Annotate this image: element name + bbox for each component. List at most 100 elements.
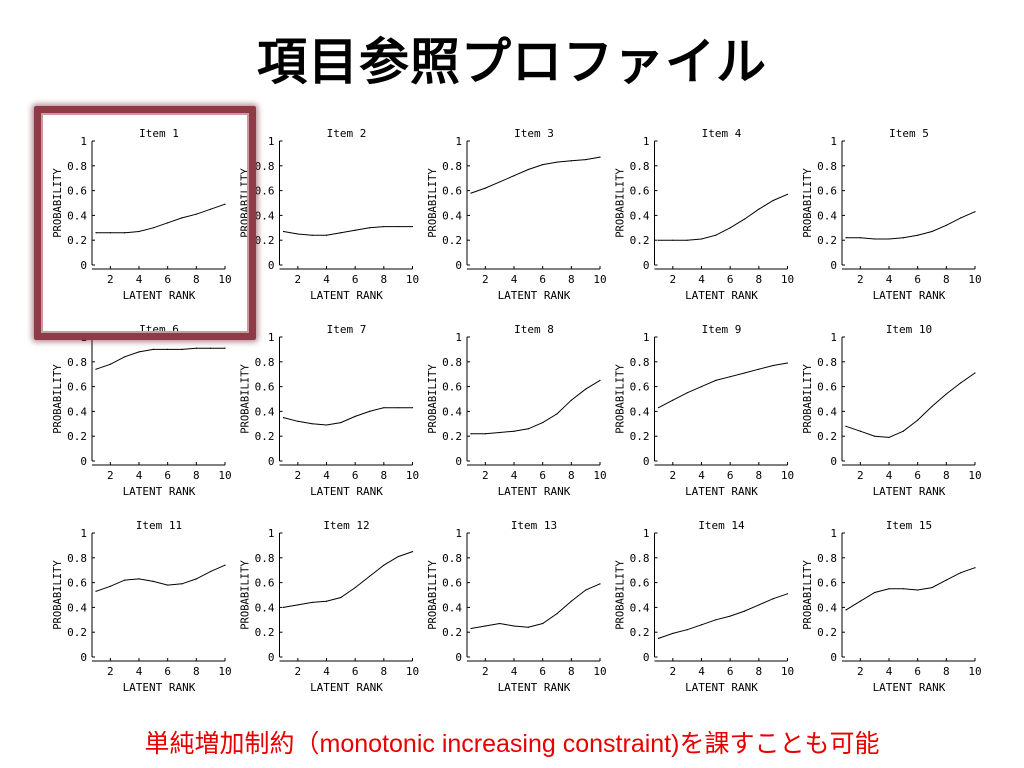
x-tick-label: 10 [781, 469, 794, 482]
y-axis-label: PROBABILITY [52, 168, 64, 238]
y-tick-label: 0 [268, 455, 275, 468]
chart-panel: Item 13 0 0.2 0.4 0.6 0.8 1 2 4 6 8 10 LATENT RANK PR… [427, 519, 607, 694]
data-point [181, 583, 183, 585]
x-tick-label: 6 [727, 469, 734, 482]
data-point [874, 591, 876, 594]
chart-panel: Item 12 0 0.2 0.4 0.6 0.8 1 2 4 6 8 10 LATENT RANK PR… [240, 519, 420, 694]
y-tick-label: 0.4 [442, 209, 462, 222]
chart-title: Item 5 [889, 127, 929, 140]
data-point [845, 425, 847, 427]
data-point [411, 551, 414, 553]
series-line [658, 593, 788, 639]
data-point [542, 421, 544, 424]
y-tick-label: 1 [830, 527, 837, 540]
data-point [585, 159, 587, 161]
x-tick-label: 4 [698, 273, 705, 286]
y-axis-label: PROBABILITY [52, 364, 64, 434]
y-tick-label: 1 [455, 331, 462, 344]
x-tick-label: 2 [295, 665, 302, 678]
chart-title: Item 15 [886, 519, 932, 532]
y-tick-label: 0.2 [255, 626, 275, 639]
data-point [513, 175, 515, 177]
data-point [729, 376, 731, 378]
data-point [311, 234, 313, 236]
x-tick-label: 10 [406, 469, 419, 482]
data-point [960, 217, 962, 219]
x-tick-label: 2 [107, 273, 114, 286]
y-tick-label: 0 [268, 651, 275, 664]
data-point [195, 347, 197, 349]
data-point [672, 239, 674, 241]
data-point [513, 430, 515, 432]
data-point [960, 572, 962, 574]
data-point [945, 579, 947, 581]
x-axis-label: LATENT RANK [123, 485, 196, 498]
data-point [859, 430, 861, 432]
data-point [527, 626, 529, 628]
data-point [484, 625, 486, 627]
y-tick-label: 0.6 [442, 381, 462, 394]
x-tick-label: 2 [107, 469, 114, 482]
x-tick-label: 4 [886, 469, 893, 482]
data-point [888, 588, 890, 590]
data-point [499, 431, 501, 434]
data-point [657, 637, 660, 640]
x-tick-label: 4 [886, 273, 893, 286]
y-tick-label: 0 [830, 259, 837, 272]
x-tick-label: 2 [107, 665, 114, 678]
y-tick-label: 1 [80, 135, 87, 148]
data-point [95, 232, 97, 234]
chart-title: Item 6 [139, 323, 179, 336]
y-tick-label: 1 [643, 331, 650, 344]
x-tick-label: 4 [698, 665, 705, 678]
y-tick-label: 0.8 [630, 356, 650, 369]
x-axis-label: LATENT RANK [873, 485, 946, 498]
y-tick-label: 0.6 [67, 381, 87, 394]
y-tick-label: 0.2 [817, 430, 837, 443]
y-tick-label: 0.4 [67, 601, 87, 614]
data-point [888, 436, 890, 439]
chart-title: Item 14 [698, 519, 745, 532]
y-tick-label: 0 [80, 259, 87, 272]
y-tick-label: 0.8 [255, 356, 275, 369]
data-point [397, 225, 399, 228]
y-tick-label: 0.4 [630, 601, 650, 614]
data-point [686, 629, 688, 631]
y-tick-label: 1 [830, 135, 837, 148]
data-point [499, 622, 501, 625]
data-point [585, 589, 587, 591]
data-point [917, 589, 919, 591]
data-point [95, 368, 97, 370]
x-tick-label: 8 [568, 665, 575, 678]
chart-title: Item 10 [886, 323, 932, 336]
data-point [311, 601, 313, 604]
y-tick-label: 0.2 [255, 234, 275, 247]
data-point [282, 417, 285, 419]
chart-panel: Item 14 0 0.2 0.4 0.6 0.8 1 2 4 6 8 10 LATENT RANK PR… [615, 519, 795, 694]
x-tick-label: 6 [164, 665, 171, 678]
data-point [556, 613, 558, 615]
x-tick-label: 8 [193, 469, 200, 482]
data-point [397, 555, 399, 558]
y-tick-label: 0.6 [255, 577, 275, 590]
y-tick-label: 0.4 [442, 405, 462, 418]
y-tick-label: 0.8 [442, 356, 462, 369]
chart-panel: Item 15 0 0.2 0.4 0.6 0.8 1 2 4 6 8 10 LATENT RANK PR… [802, 519, 982, 694]
data-point [411, 407, 414, 409]
x-tick-label: 2 [857, 665, 864, 678]
x-tick-label: 6 [539, 665, 546, 678]
x-tick-label: 2 [482, 469, 489, 482]
x-tick-label: 4 [136, 665, 143, 678]
x-tick-label: 10 [968, 665, 981, 678]
x-tick-label: 10 [218, 665, 231, 678]
y-tick-label: 0 [643, 651, 650, 664]
x-tick-label: 6 [539, 469, 546, 482]
data-point [484, 433, 486, 435]
data-point [700, 238, 703, 240]
data-point [152, 348, 154, 350]
x-tick-label: 2 [857, 273, 864, 286]
x-tick-label: 10 [593, 665, 606, 678]
data-point [729, 615, 731, 617]
